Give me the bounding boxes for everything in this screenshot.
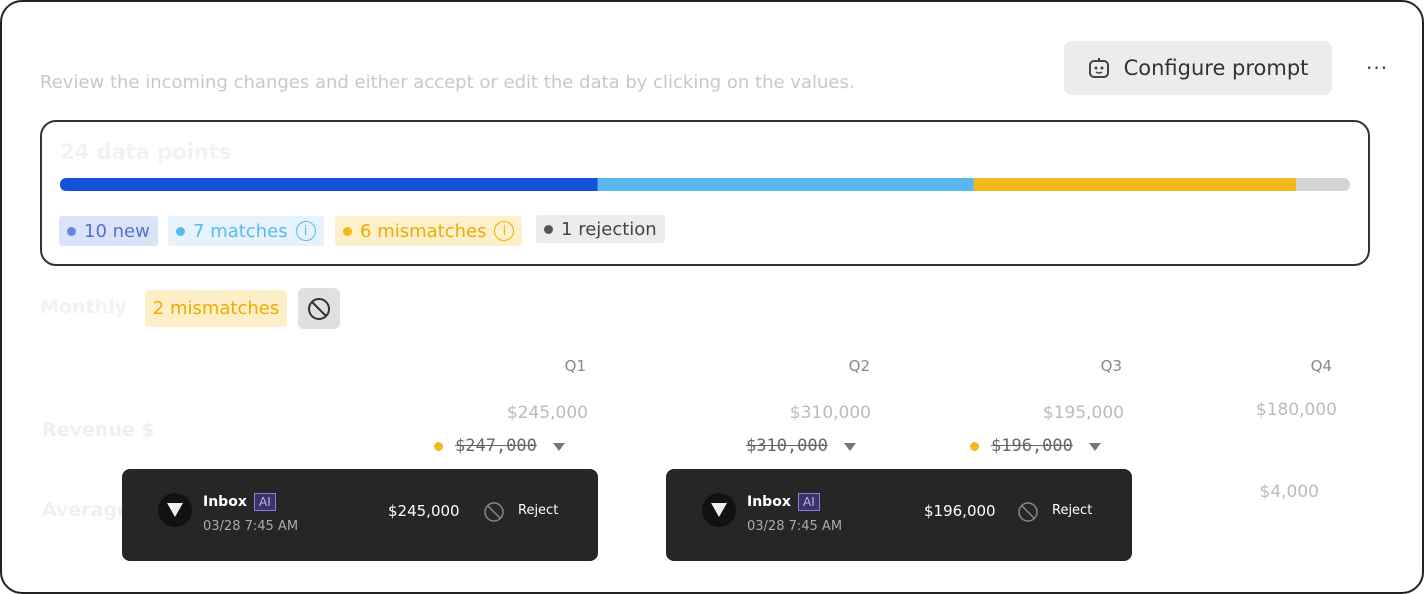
struck-value: $247,000 bbox=[455, 436, 537, 456]
chip-rejection[interactable]: 1 rejection bbox=[536, 215, 665, 243]
info-icon[interactable]: i bbox=[295, 221, 316, 241]
struck-value: $196,000 bbox=[991, 436, 1073, 456]
chip-label: matches bbox=[210, 220, 288, 242]
bar-segment bbox=[973, 178, 1297, 191]
column-header: Q1 bbox=[564, 357, 586, 375]
row-label: Average bbox=[42, 499, 130, 521]
chip-label: rejection bbox=[578, 218, 657, 240]
chip-count: 7 bbox=[193, 220, 205, 242]
reject-all-button[interactable] bbox=[298, 288, 340, 329]
chip-label: mismatches bbox=[377, 220, 487, 242]
previous-value[interactable]: $247,000 bbox=[434, 436, 565, 456]
source: Inbox bbox=[747, 494, 791, 510]
new-value[interactable]: $196,000 bbox=[924, 502, 996, 520]
bot-icon bbox=[1088, 58, 1109, 78]
struck-value: $310,000 bbox=[746, 436, 828, 456]
block-icon bbox=[308, 297, 330, 320]
column-header: Q2 bbox=[848, 357, 870, 375]
timestamp: 03/28 7:45 AM bbox=[203, 519, 299, 534]
ai-tag: AI bbox=[798, 493, 820, 511]
chip-count: 6 bbox=[360, 220, 372, 242]
chip-count: 10 bbox=[84, 220, 107, 242]
configure-button[interactable]: Configure prompt bbox=[1064, 41, 1332, 95]
mismatch-badge[interactable]: 2 mismatches bbox=[145, 290, 287, 327]
popover: Inbox AI 03/28 7:45 AM $245,000 Reject bbox=[122, 469, 598, 561]
cell-value[interactable]: $4,000 bbox=[1259, 482, 1319, 502]
summary-title: 24 data points bbox=[60, 140, 232, 164]
progress-bar bbox=[60, 178, 1350, 191]
button-label: Configure prompt bbox=[1123, 56, 1309, 80]
info-icon[interactable]: i bbox=[494, 221, 515, 241]
bar-segment bbox=[597, 178, 974, 191]
reject-button[interactable]: Reject bbox=[1052, 503, 1093, 518]
popover: Inbox AI 03/28 7:45 AM $196,000 Reject bbox=[666, 469, 1132, 561]
chip-count: 1 bbox=[561, 218, 573, 240]
cell-value[interactable]: $245,000 bbox=[506, 403, 588, 423]
bar-segment bbox=[1296, 178, 1350, 191]
previous-value[interactable]: $310,000 bbox=[746, 436, 856, 456]
summary-box bbox=[40, 120, 1370, 266]
cell-value[interactable]: $310,000 bbox=[789, 403, 871, 423]
row-label: Revenue $ bbox=[42, 419, 155, 441]
reject-button[interactable]: Reject bbox=[518, 503, 559, 518]
chip-mismatches[interactable]: 6 mismatches i bbox=[335, 216, 523, 246]
description: Review the incoming changes and either a… bbox=[40, 72, 855, 93]
bar-segment bbox=[60, 178, 598, 191]
cell-value[interactable]: $180,000 bbox=[1255, 400, 1337, 420]
ai-tag: AI bbox=[254, 493, 276, 511]
chip-matches[interactable]: 7 matches i bbox=[168, 216, 324, 246]
cell-value[interactable]: $195,000 bbox=[1042, 403, 1124, 423]
chip-new[interactable]: 10 new bbox=[59, 216, 158, 246]
filter-label: Monthly bbox=[40, 296, 127, 318]
previous-value[interactable]: $196,000 bbox=[970, 436, 1101, 456]
new-value[interactable]: $245,000 bbox=[388, 502, 460, 520]
source: Inbox bbox=[203, 494, 247, 510]
column-header: Q3 bbox=[1100, 357, 1122, 375]
column-header: Q4 bbox=[1310, 357, 1332, 375]
timestamp: 03/28 7:45 AM bbox=[747, 519, 843, 534]
more-menu[interactable]: ··· bbox=[1366, 56, 1389, 80]
chip-label: new bbox=[112, 220, 150, 242]
